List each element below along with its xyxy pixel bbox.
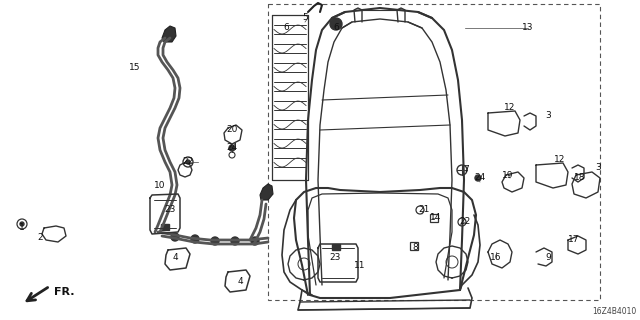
Text: 5: 5	[302, 13, 308, 22]
Text: 22: 22	[182, 157, 194, 166]
Circle shape	[171, 233, 179, 241]
Polygon shape	[162, 26, 176, 42]
Text: 1: 1	[19, 223, 25, 233]
Text: 15: 15	[129, 63, 141, 73]
Text: 6: 6	[283, 23, 289, 33]
Text: 11: 11	[355, 261, 365, 270]
Text: 23: 23	[164, 205, 176, 214]
Text: 3: 3	[545, 110, 551, 119]
Text: FR.: FR.	[54, 287, 74, 297]
Text: 16: 16	[490, 253, 502, 262]
Text: 24: 24	[227, 143, 237, 153]
Bar	[161, 224, 169, 230]
Text: 17: 17	[568, 236, 580, 244]
Bar	[268, 4, 600, 300]
Circle shape	[20, 222, 24, 226]
Text: 8: 8	[412, 244, 418, 252]
Text: 7: 7	[463, 165, 469, 174]
Text: 23: 23	[330, 253, 340, 262]
Circle shape	[211, 237, 219, 245]
Text: 16Z4B4010: 16Z4B4010	[592, 307, 636, 316]
Text: 22: 22	[460, 218, 470, 227]
Text: 12: 12	[554, 156, 566, 164]
Bar	[332, 244, 340, 250]
Circle shape	[191, 235, 199, 243]
Circle shape	[475, 175, 481, 181]
Circle shape	[231, 237, 239, 245]
Text: 2: 2	[37, 234, 43, 243]
Text: 9: 9	[545, 253, 551, 262]
Text: 21: 21	[419, 205, 429, 214]
Text: 19: 19	[502, 171, 514, 180]
Text: 24: 24	[474, 173, 486, 182]
Text: 6: 6	[333, 23, 339, 33]
Bar	[430, 214, 438, 222]
Circle shape	[229, 145, 235, 151]
Text: 4: 4	[237, 277, 243, 286]
Circle shape	[251, 237, 259, 245]
Text: 12: 12	[504, 103, 516, 113]
Text: 3: 3	[595, 164, 601, 172]
Text: 4: 4	[172, 253, 178, 262]
Text: 13: 13	[522, 23, 534, 33]
Text: 18: 18	[574, 173, 586, 182]
Bar	[410, 242, 418, 250]
Text: 20: 20	[227, 125, 237, 134]
Circle shape	[330, 18, 342, 30]
Text: 14: 14	[430, 213, 442, 222]
Polygon shape	[260, 184, 273, 200]
Circle shape	[186, 160, 190, 164]
Text: 10: 10	[154, 180, 166, 189]
